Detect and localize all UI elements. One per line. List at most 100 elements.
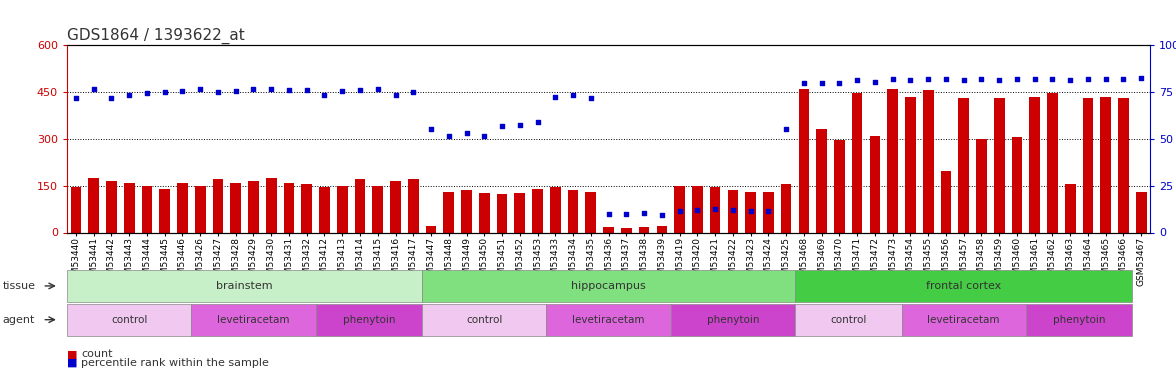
Bar bbox=[639, 227, 649, 232]
Point bbox=[741, 208, 760, 214]
Bar bbox=[906, 97, 916, 232]
Point bbox=[403, 89, 422, 95]
Point bbox=[208, 89, 227, 95]
Point bbox=[600, 211, 619, 217]
Point bbox=[1131, 75, 1150, 81]
Text: brainstem: brainstem bbox=[216, 281, 273, 291]
Point bbox=[368, 86, 387, 92]
Point bbox=[333, 88, 352, 94]
Bar bbox=[1047, 93, 1057, 232]
Text: levetiracetam: levetiracetam bbox=[218, 315, 289, 325]
Point bbox=[1114, 76, 1132, 82]
Text: phenytoin: phenytoin bbox=[342, 315, 395, 325]
Bar bbox=[390, 181, 401, 232]
Text: agent: agent bbox=[2, 315, 35, 325]
Bar bbox=[71, 187, 81, 232]
Point bbox=[688, 207, 707, 213]
Point bbox=[245, 86, 263, 92]
Text: tissue: tissue bbox=[2, 281, 35, 291]
Bar bbox=[123, 183, 134, 232]
Bar bbox=[514, 194, 526, 232]
Bar bbox=[533, 189, 543, 232]
Text: control: control bbox=[466, 315, 502, 325]
Bar bbox=[88, 178, 99, 232]
Bar bbox=[160, 189, 171, 232]
Point bbox=[563, 92, 582, 98]
Text: hippocampus: hippocampus bbox=[572, 281, 646, 291]
Point bbox=[776, 126, 795, 132]
Bar bbox=[1029, 97, 1040, 232]
Bar bbox=[195, 186, 206, 232]
Text: ■: ■ bbox=[67, 358, 78, 368]
Bar bbox=[141, 186, 152, 232]
Text: levetiracetam: levetiracetam bbox=[928, 315, 1000, 325]
Point bbox=[866, 79, 884, 85]
Point bbox=[795, 80, 814, 86]
Bar bbox=[851, 93, 862, 232]
Text: count: count bbox=[81, 350, 113, 359]
Bar bbox=[1011, 137, 1022, 232]
Point bbox=[848, 77, 867, 83]
Point bbox=[440, 133, 459, 139]
Bar bbox=[674, 186, 684, 232]
Point bbox=[493, 123, 512, 129]
Bar bbox=[799, 89, 809, 232]
Text: ■: ■ bbox=[67, 350, 78, 359]
Bar bbox=[283, 183, 294, 232]
Bar bbox=[266, 178, 276, 232]
Point bbox=[936, 76, 955, 82]
Bar bbox=[746, 192, 756, 232]
Point bbox=[280, 87, 299, 93]
Text: control: control bbox=[111, 315, 147, 325]
Bar bbox=[1083, 98, 1094, 232]
Bar bbox=[994, 98, 1004, 232]
Point bbox=[226, 88, 245, 94]
Point bbox=[1025, 76, 1044, 82]
Text: phenytoin: phenytoin bbox=[707, 315, 760, 325]
Point bbox=[1078, 76, 1097, 82]
Point bbox=[954, 77, 973, 83]
Point bbox=[883, 76, 902, 82]
Text: control: control bbox=[830, 315, 867, 325]
Point bbox=[1096, 76, 1115, 82]
Point bbox=[973, 76, 991, 82]
Bar bbox=[781, 184, 791, 232]
Bar bbox=[728, 190, 739, 232]
Point bbox=[653, 212, 671, 218]
Bar bbox=[1065, 184, 1076, 232]
Point bbox=[386, 92, 405, 98]
Bar bbox=[461, 190, 472, 232]
Bar bbox=[1136, 192, 1147, 232]
Text: frontal cortex: frontal cortex bbox=[926, 281, 1001, 291]
Bar bbox=[691, 186, 703, 232]
Bar bbox=[923, 90, 934, 232]
Bar bbox=[213, 179, 223, 232]
Point bbox=[350, 87, 369, 93]
Point bbox=[581, 95, 600, 101]
Bar bbox=[586, 192, 596, 232]
Bar bbox=[355, 179, 366, 232]
Bar bbox=[426, 226, 436, 232]
Bar bbox=[301, 184, 312, 232]
Bar bbox=[976, 139, 987, 232]
Bar bbox=[496, 194, 507, 232]
Point bbox=[1008, 76, 1027, 82]
Bar bbox=[248, 181, 259, 232]
Point bbox=[191, 86, 209, 92]
Point bbox=[102, 95, 121, 101]
Bar bbox=[603, 227, 614, 232]
Bar bbox=[869, 136, 881, 232]
Point bbox=[901, 77, 920, 83]
Point bbox=[457, 130, 476, 136]
Text: phenytoin: phenytoin bbox=[1053, 315, 1105, 325]
Point bbox=[298, 87, 316, 93]
Bar bbox=[763, 192, 774, 232]
Point bbox=[173, 88, 192, 94]
Bar bbox=[336, 186, 348, 232]
Point bbox=[918, 76, 937, 82]
Bar bbox=[230, 183, 241, 232]
Point bbox=[1061, 77, 1080, 83]
Point bbox=[1043, 76, 1062, 82]
Point bbox=[617, 211, 636, 217]
Point bbox=[546, 94, 564, 100]
